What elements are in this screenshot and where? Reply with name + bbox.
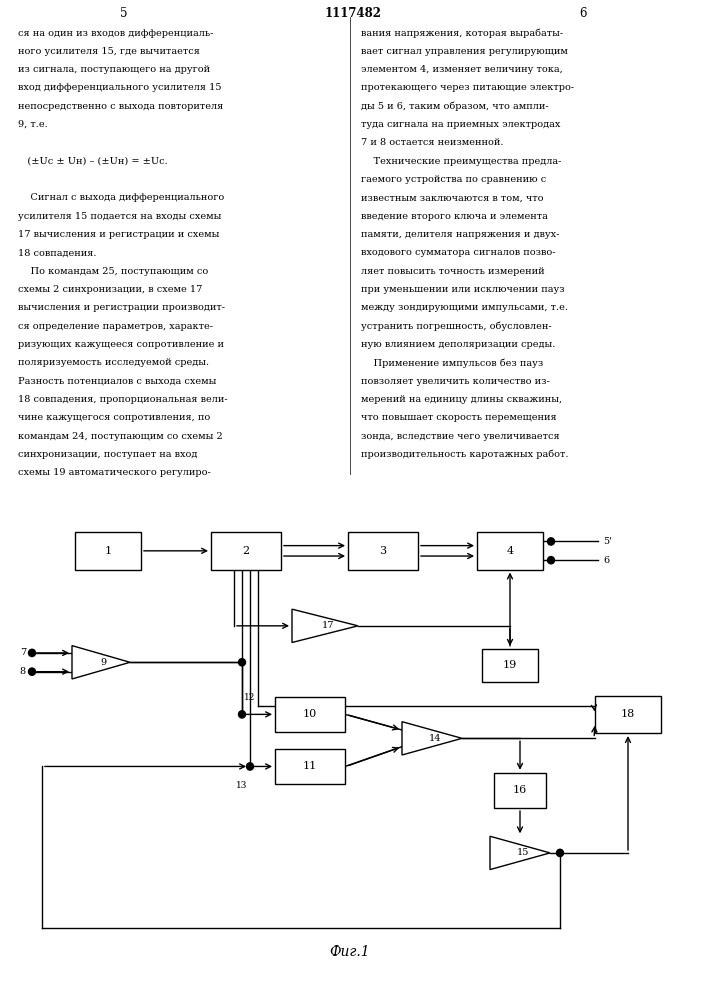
Text: 17: 17: [322, 621, 334, 630]
Circle shape: [556, 849, 563, 857]
Text: известным заключаются в том, что: известным заключаются в том, что: [361, 193, 543, 202]
Text: входового сумматора сигналов позво-: входового сумматора сигналов позво-: [361, 248, 555, 257]
Text: 11: 11: [303, 761, 317, 771]
Text: вычисления и регистрации производит-: вычисления и регистрации производит-: [18, 303, 225, 312]
Text: 15: 15: [517, 848, 529, 857]
Text: протекающего через питающие электро-: протекающего через питающие электро-: [361, 83, 573, 92]
Text: усилителя 15 подается на входы схемы: усилителя 15 подается на входы схемы: [18, 212, 221, 221]
FancyBboxPatch shape: [595, 696, 661, 733]
Text: 13: 13: [236, 781, 247, 790]
Text: Разность потенциалов с выхода схемы: Разность потенциалов с выхода схемы: [18, 377, 216, 386]
Circle shape: [547, 538, 554, 545]
Text: при уменьшении или исключении пауз: при уменьшении или исключении пауз: [361, 285, 564, 294]
Text: Технические преимущества предла-: Технические преимущества предла-: [361, 157, 561, 166]
Text: элементом 4, изменяет величину тока,: элементом 4, изменяет величину тока,: [361, 65, 562, 74]
Text: командам 24, поступающим со схемы 2: командам 24, поступающим со схемы 2: [18, 432, 223, 441]
Polygon shape: [72, 646, 130, 679]
Text: памяти, делителя напряжения и двух-: памяти, делителя напряжения и двух-: [361, 230, 559, 239]
Text: поляризуемость исследуемой среды.: поляризуемость исследуемой среды.: [18, 358, 209, 367]
Text: 2: 2: [243, 546, 250, 556]
Text: между зондирующими импульсами, т.е.: между зондирующими импульсами, т.е.: [361, 303, 568, 312]
FancyBboxPatch shape: [75, 532, 141, 570]
Text: из сигнала, поступающего на другой: из сигнала, поступающего на другой: [18, 65, 210, 74]
Polygon shape: [292, 609, 358, 643]
Text: вает сигнал управления регулирующим: вает сигнал управления регулирующим: [361, 47, 568, 56]
Text: устранить погрешность, обусловлен-: устранить погрешность, обусловлен-: [361, 322, 551, 331]
Text: (±Uс ± Uн) – (±Uн) = ±Uс.: (±Uс ± Uн) – (±Uн) = ±Uс.: [18, 157, 168, 166]
Text: непосредственно с выхода повторителя: непосредственно с выхода повторителя: [18, 102, 223, 111]
Polygon shape: [402, 722, 462, 755]
Text: 18: 18: [621, 709, 635, 719]
Text: 9, т.е.: 9, т.е.: [18, 120, 47, 129]
Text: По командам 25, поступающим со: По командам 25, поступающим со: [18, 267, 208, 276]
Text: 7: 7: [20, 648, 26, 657]
Circle shape: [247, 763, 254, 770]
Text: вания напряжения, которая вырабаты-: вания напряжения, которая вырабаты-: [361, 28, 563, 38]
Circle shape: [238, 711, 245, 718]
Text: 18 совпадения, пропорциональная вели-: 18 совпадения, пропорциональная вели-: [18, 395, 227, 404]
Text: 5': 5': [603, 537, 612, 546]
FancyBboxPatch shape: [348, 532, 418, 570]
Text: что повышает скорость перемещения: что повышает скорость перемещения: [361, 413, 556, 422]
Text: мерений на единицу длины скважины,: мерений на единицу длины скважины,: [361, 395, 561, 404]
Text: ного усилителя 15, где вычитается: ного усилителя 15, где вычитается: [18, 47, 199, 56]
Text: 1: 1: [105, 546, 112, 556]
Text: туда сигнала на приемных электродах: туда сигнала на приемных электродах: [361, 120, 560, 129]
Text: вход дифференциального усилителя 15: вход дифференциального усилителя 15: [18, 83, 221, 92]
Text: чине кажущегося сопротивления, по: чине кажущегося сопротивления, по: [18, 413, 210, 422]
Text: 8: 8: [20, 667, 26, 676]
Text: повзоляет увеличить количество из-: повзоляет увеличить количество из-: [361, 377, 549, 386]
FancyBboxPatch shape: [211, 532, 281, 570]
Text: 6: 6: [603, 556, 609, 565]
FancyBboxPatch shape: [275, 697, 345, 732]
Text: 6: 6: [580, 7, 587, 20]
FancyBboxPatch shape: [477, 532, 543, 570]
Text: 17 вычисления и регистрации и схемы: 17 вычисления и регистрации и схемы: [18, 230, 219, 239]
Circle shape: [28, 649, 35, 657]
FancyBboxPatch shape: [482, 649, 538, 682]
Text: 14: 14: [428, 734, 441, 743]
Text: 5: 5: [120, 7, 127, 20]
Text: 10: 10: [303, 709, 317, 719]
Text: зонда, вследствие чего увеличивается: зонда, вследствие чего увеличивается: [361, 432, 559, 441]
Text: 19: 19: [503, 660, 517, 670]
Text: 1117482: 1117482: [325, 7, 382, 20]
Text: 12: 12: [244, 693, 255, 702]
Text: 3: 3: [380, 546, 387, 556]
Text: синхронизации, поступает на вход: синхронизации, поступает на вход: [18, 450, 197, 459]
Text: 18 совпадения.: 18 совпадения.: [18, 248, 96, 257]
Text: Фиг.1: Фиг.1: [329, 945, 370, 959]
Text: ся определение параметров, характе-: ся определение параметров, характе-: [18, 322, 213, 331]
Circle shape: [238, 659, 245, 666]
Text: Сигнал с выхода дифференциального: Сигнал с выхода дифференциального: [18, 193, 224, 202]
FancyBboxPatch shape: [275, 749, 345, 784]
Text: схемы 19 автоматического регулиро-: схемы 19 автоматического регулиро-: [18, 468, 211, 477]
Circle shape: [28, 668, 35, 675]
Text: 9: 9: [101, 658, 107, 667]
Text: введение второго ключа и элемента: введение второго ключа и элемента: [361, 212, 547, 221]
Text: Применение импульсов без пауз: Применение импульсов без пауз: [361, 358, 543, 368]
Text: ляет повысить точность измерений: ляет повысить точность измерений: [361, 267, 544, 276]
Text: ды 5 и 6, таким образом, что ампли-: ды 5 и 6, таким образом, что ампли-: [361, 102, 548, 111]
Text: схемы 2 синхронизации, в схеме 17: схемы 2 синхронизации, в схеме 17: [18, 285, 202, 294]
Text: ризующих кажущееся сопротивление и: ризующих кажущееся сопротивление и: [18, 340, 223, 349]
Text: 7 и 8 остается неизменной.: 7 и 8 остается неизменной.: [361, 138, 503, 147]
Text: ную влиянием деполяризации среды.: ную влиянием деполяризации среды.: [361, 340, 555, 349]
FancyBboxPatch shape: [494, 773, 546, 808]
Polygon shape: [490, 836, 550, 870]
Text: гаемого устройства по сравнению с: гаемого устройства по сравнению с: [361, 175, 546, 184]
Text: 4: 4: [506, 546, 513, 556]
Text: 16: 16: [513, 785, 527, 795]
Text: ся на один из входов дифференциаль-: ся на один из входов дифференциаль-: [18, 28, 213, 37]
Text: производительность каротажных работ.: производительность каротажных работ.: [361, 450, 568, 459]
Circle shape: [547, 557, 554, 564]
